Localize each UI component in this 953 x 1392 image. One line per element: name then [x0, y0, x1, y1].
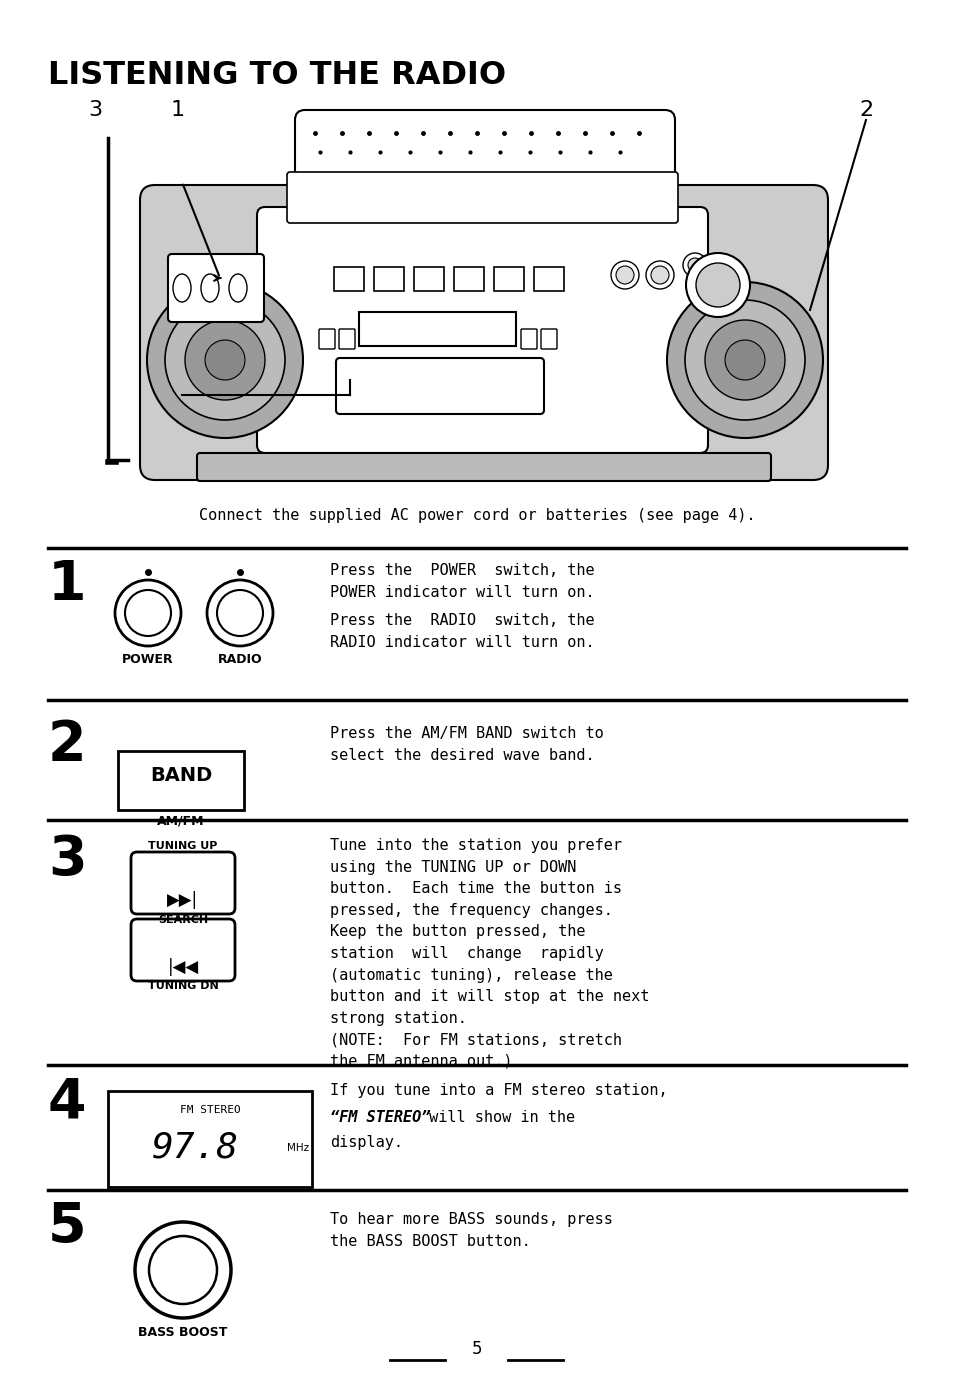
Text: ▶▶|: ▶▶| [168, 891, 198, 909]
Text: FM STEREO: FM STEREO [179, 1105, 240, 1115]
Text: AM/FM: AM/FM [157, 814, 205, 828]
Text: 3: 3 [88, 100, 102, 120]
Circle shape [205, 340, 245, 380]
Text: BAND: BAND [150, 766, 212, 785]
FancyBboxPatch shape [131, 852, 234, 915]
FancyBboxPatch shape [534, 267, 563, 291]
FancyBboxPatch shape [118, 752, 244, 810]
Text: 1: 1 [48, 558, 87, 612]
Text: 5: 5 [48, 1200, 87, 1254]
Circle shape [135, 1222, 231, 1318]
Circle shape [185, 320, 265, 400]
Circle shape [684, 301, 804, 420]
Text: 2: 2 [858, 100, 872, 120]
Text: If you tune into a FM stereo station,: If you tune into a FM stereo station, [330, 1083, 667, 1098]
FancyBboxPatch shape [334, 267, 364, 291]
Ellipse shape [201, 274, 219, 302]
FancyBboxPatch shape [454, 267, 483, 291]
Text: 97.8: 97.8 [152, 1130, 238, 1164]
FancyBboxPatch shape [520, 329, 537, 349]
Text: 2: 2 [48, 718, 87, 773]
Circle shape [165, 301, 285, 420]
FancyBboxPatch shape [358, 312, 516, 347]
FancyBboxPatch shape [374, 267, 403, 291]
FancyBboxPatch shape [196, 452, 770, 482]
FancyBboxPatch shape [338, 329, 355, 349]
FancyBboxPatch shape [540, 329, 557, 349]
Circle shape [147, 283, 303, 438]
Text: 3: 3 [48, 832, 87, 887]
Circle shape [616, 266, 634, 284]
Text: SEARCH: SEARCH [158, 915, 208, 926]
Text: LISTENING TO THE RADIO: LISTENING TO THE RADIO [48, 60, 506, 90]
FancyBboxPatch shape [318, 329, 335, 349]
FancyBboxPatch shape [168, 253, 264, 322]
Circle shape [207, 580, 273, 646]
Circle shape [610, 262, 639, 290]
Text: 1: 1 [171, 100, 185, 120]
Circle shape [682, 253, 706, 277]
Text: POWER: POWER [122, 653, 173, 665]
FancyBboxPatch shape [287, 173, 678, 223]
FancyBboxPatch shape [140, 185, 827, 480]
Text: Connect the supplied AC power cord or batteries (see page 4).: Connect the supplied AC power cord or ba… [198, 508, 755, 523]
Text: RADIO: RADIO [217, 653, 262, 665]
Circle shape [724, 340, 764, 380]
Circle shape [650, 266, 668, 284]
Text: “FM STEREO”: “FM STEREO” [330, 1109, 430, 1125]
FancyBboxPatch shape [414, 267, 443, 291]
Text: Tune into the station you prefer
using the TUNING UP or DOWN
button.  Each time : Tune into the station you prefer using t… [330, 838, 649, 1069]
Circle shape [666, 283, 822, 438]
Ellipse shape [172, 274, 191, 302]
Text: 5: 5 [471, 1340, 482, 1359]
Text: Press the  RADIO  switch, the
RADIO indicator will turn on.: Press the RADIO switch, the RADIO indica… [330, 612, 594, 650]
Ellipse shape [229, 274, 247, 302]
FancyBboxPatch shape [294, 110, 675, 185]
Text: BASS BOOST: BASS BOOST [138, 1327, 228, 1339]
Text: TUNING UP: TUNING UP [148, 841, 217, 851]
FancyBboxPatch shape [335, 358, 543, 413]
FancyBboxPatch shape [108, 1091, 312, 1187]
Circle shape [687, 258, 701, 271]
Text: To hear more BASS sounds, press
the BASS BOOST button.: To hear more BASS sounds, press the BASS… [330, 1212, 612, 1249]
Text: |◀◀: |◀◀ [168, 958, 198, 976]
FancyBboxPatch shape [131, 919, 234, 981]
Text: will show in the: will show in the [419, 1109, 575, 1125]
Text: display.: display. [330, 1134, 402, 1150]
Circle shape [216, 590, 263, 636]
Text: TUNING DN: TUNING DN [148, 981, 218, 991]
Text: MHz: MHz [287, 1143, 309, 1153]
FancyBboxPatch shape [494, 267, 523, 291]
Circle shape [696, 263, 740, 308]
Circle shape [704, 320, 784, 400]
Circle shape [115, 580, 181, 646]
Circle shape [149, 1236, 216, 1304]
Circle shape [125, 590, 171, 636]
Text: Press the  POWER  switch, the
POWER indicator will turn on.: Press the POWER switch, the POWER indica… [330, 562, 594, 600]
Text: 4: 4 [48, 1075, 87, 1129]
Circle shape [645, 262, 673, 290]
FancyBboxPatch shape [256, 207, 707, 452]
Text: Press the AM/FM BAND switch to
select the desired wave band.: Press the AM/FM BAND switch to select th… [330, 727, 603, 763]
Circle shape [685, 253, 749, 317]
